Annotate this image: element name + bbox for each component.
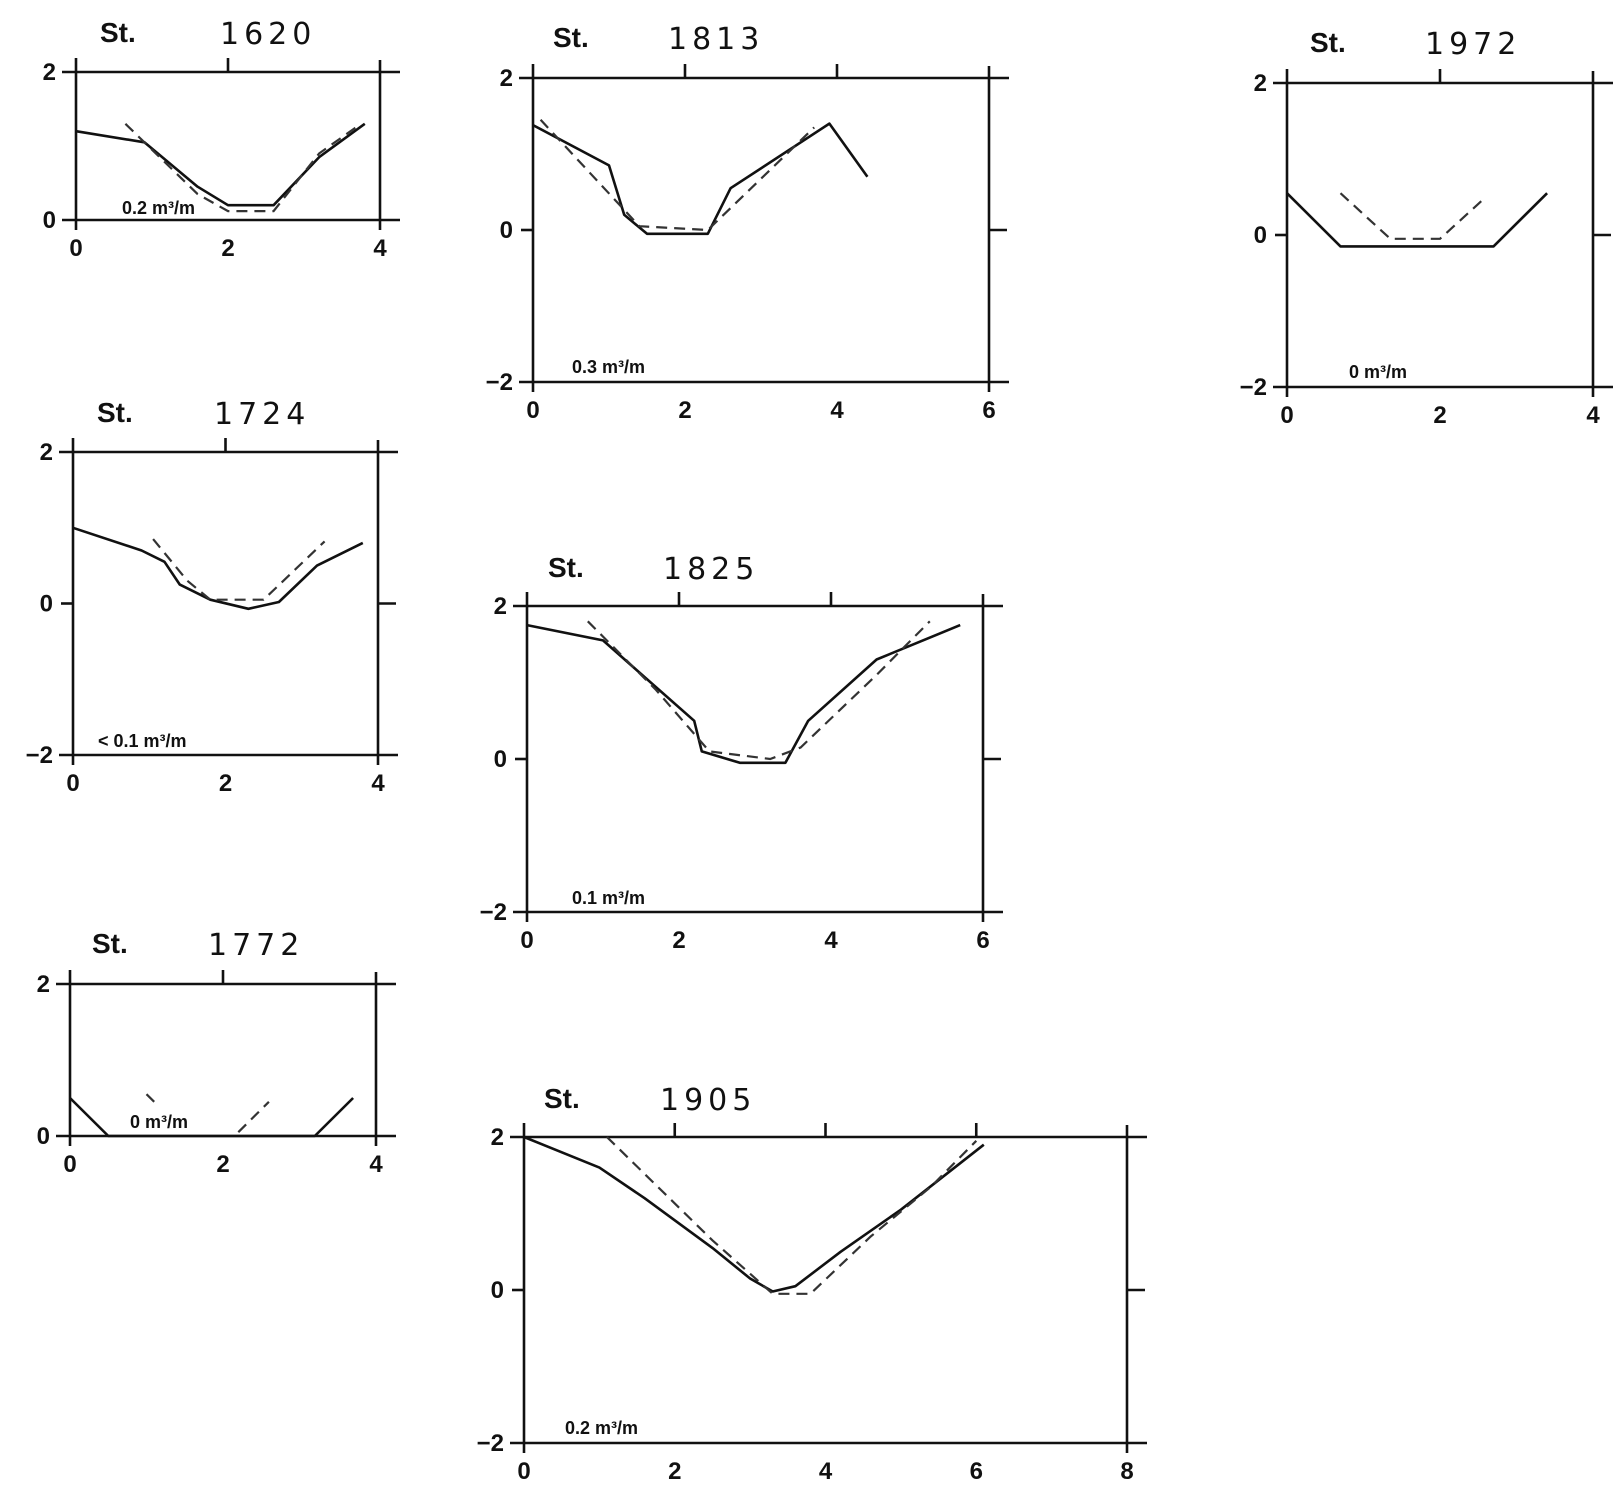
panel-st-1772: St. 1772 0 m³/m 0 2 4 0 2: [37, 928, 396, 1178]
y-tick-label: 2: [43, 59, 56, 86]
station-number: 1972: [1425, 27, 1521, 62]
x-tick-label: 2: [216, 1151, 229, 1178]
x-tick-label: 0: [63, 1151, 76, 1178]
volume-label: 0 m³/m: [130, 1112, 188, 1132]
dashed-profile-line: [587, 620, 931, 761]
x-tick-label: 6: [976, 927, 989, 954]
station-prefix: St.: [97, 397, 133, 428]
y-tick-label: 2: [500, 65, 513, 92]
x-tick-label: 2: [678, 397, 691, 424]
y-tick-label: 2: [40, 439, 53, 466]
panel-st-1620: St. 1620 0.2 m³/m 0 2 4 0 2: [43, 17, 400, 262]
y-tick-label: 0: [491, 1277, 504, 1304]
x-tick-label: 4: [824, 927, 838, 954]
y-tick-label: 0: [43, 207, 56, 234]
x-tick-label: 0: [69, 235, 82, 262]
panel-st-1905: St. 1905 0.2 m³/m 0 2 4 6 8 −2 0 2: [477, 1083, 1147, 1485]
station-prefix: St.: [548, 552, 584, 583]
x-tick-label: 4: [1586, 402, 1600, 429]
station-number: 1772: [208, 928, 304, 963]
station-number: 1825: [663, 552, 759, 587]
panel-st-1813: St. 1813 0.3 m³/m 0 2 4 6 −2 0 2: [486, 22, 1009, 424]
y-tick-label: 0: [494, 746, 507, 773]
panel-st-1724: St. 1724 < 0.1 m³/m 0 2 4 −2 0 2: [26, 397, 398, 797]
solid-profile-line: [532, 122, 869, 236]
x-tick-label: 4: [369, 1151, 383, 1178]
y-tick-label: 0: [1254, 222, 1267, 249]
x-tick-label: 2: [1433, 402, 1446, 429]
x-tick-label: 0: [526, 397, 539, 424]
x-tick-label: 4: [371, 770, 385, 797]
dashed-profile-line: [539, 119, 815, 232]
x-tick-label: 2: [672, 927, 685, 954]
x-tick-label: 6: [982, 397, 995, 424]
dashed-profile-line: [1339, 192, 1487, 240]
y-tick-label: −2: [486, 369, 513, 396]
x-tick-label: 0: [1280, 402, 1293, 429]
solid-profile-line: [75, 122, 366, 207]
x-tick-label: 2: [668, 1458, 681, 1485]
dashed-profile-line: [145, 1093, 155, 1103]
y-tick-label: 0: [500, 217, 513, 244]
volume-label: 0.3 m³/m: [572, 357, 645, 377]
dashed-profile-line: [152, 538, 326, 601]
station-prefix: St.: [1310, 27, 1346, 58]
dashed-profile-line: [237, 1101, 270, 1133]
volume-label: 0.2 m³/m: [565, 1418, 638, 1438]
solid-profile-line: [1286, 192, 1549, 248]
y-tick-label: 2: [37, 971, 50, 998]
x-tick-label: 2: [219, 770, 232, 797]
x-tick-label: 4: [373, 235, 387, 262]
y-tick-label: −2: [480, 899, 507, 926]
volume-label: 0.1 m³/m: [572, 888, 645, 908]
x-tick-label: 0: [66, 770, 79, 797]
panel-st-1972: St. 1972 0 m³/m 0 2 4 −2 0 2: [1240, 27, 1613, 429]
x-tick-label: 4: [819, 1458, 833, 1485]
station-number: 1813: [668, 22, 764, 57]
x-tick-label: 0: [520, 927, 533, 954]
station-number: 1620: [220, 17, 316, 52]
x-tick-label: 0: [517, 1458, 530, 1485]
y-tick-label: 2: [491, 1124, 504, 1151]
station-prefix: St.: [544, 1083, 580, 1114]
x-tick-label: 6: [970, 1458, 983, 1485]
solid-profile-line: [523, 1135, 985, 1293]
y-tick-label: 0: [40, 591, 53, 618]
y-tick-label: 2: [494, 593, 507, 620]
station-prefix: St.: [92, 928, 128, 959]
solid-profile-line: [69, 1097, 355, 1138]
dashed-profile-line: [606, 1136, 978, 1295]
volume-label: < 0.1 m³/m: [98, 731, 187, 751]
station-number: 1724: [214, 397, 310, 432]
y-tick-label: −2: [1240, 374, 1267, 401]
solid-profile-line: [526, 623, 961, 765]
y-tick-label: −2: [26, 742, 53, 769]
y-tick-label: 2: [1254, 70, 1267, 97]
y-tick-label: 0: [37, 1123, 50, 1150]
y-tick-label: −2: [477, 1430, 504, 1457]
volume-label: 0.2 m³/m: [122, 198, 195, 218]
solid-profile-line: [72, 526, 364, 611]
station-number: 1905: [660, 1083, 756, 1118]
panel-st-1825: St. 1825 0.1 m³/m 0 2 4 6 −2 0 2: [480, 552, 1003, 954]
x-tick-label: 2: [221, 235, 234, 262]
volume-label: 0 m³/m: [1349, 362, 1407, 382]
station-prefix: St.: [553, 22, 589, 53]
station-prefix: St.: [100, 17, 136, 48]
x-tick-label: 8: [1120, 1458, 1133, 1485]
x-tick-label: 4: [830, 397, 844, 424]
